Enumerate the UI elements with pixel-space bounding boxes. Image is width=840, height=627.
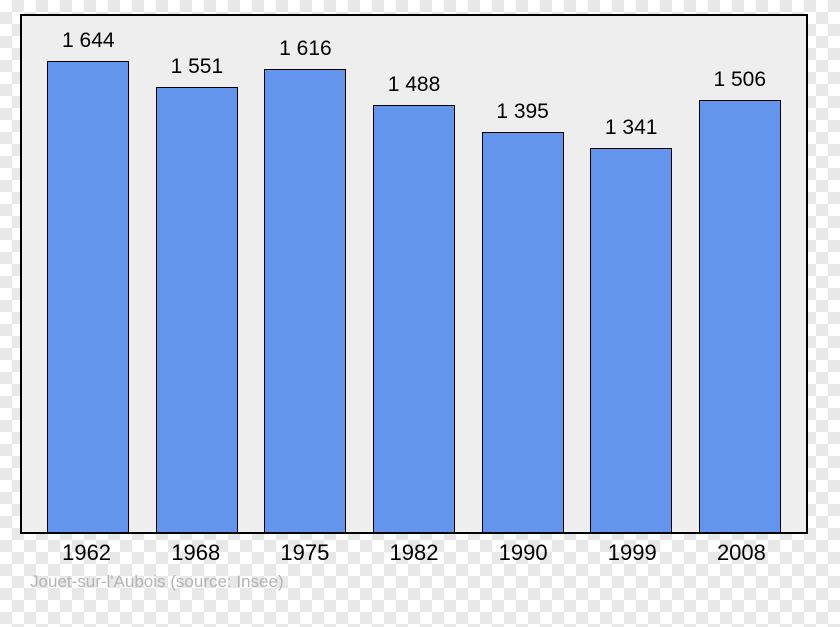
value-label: 1 644: [62, 29, 115, 53]
value-label: 1 551: [171, 55, 224, 79]
x-label: 2008: [687, 540, 796, 566]
bar-group: 1 395: [468, 16, 577, 532]
x-axis-labels: 1962 1968 1975 1982 1990 1999 2008: [20, 540, 808, 566]
value-label: 1 506: [713, 68, 766, 92]
bar-group: 1 506: [685, 16, 794, 532]
bar: [482, 132, 564, 532]
bar-group: 1 616: [251, 16, 360, 532]
bar-group: 1 488: [360, 16, 469, 532]
bar: [699, 100, 781, 532]
bar-group: 1 341: [577, 16, 686, 532]
x-label: 1982: [359, 540, 468, 566]
x-label: 1975: [250, 540, 359, 566]
value-label: 1 616: [279, 37, 332, 61]
source-attribution: Jouet-sur-l'Aubois (source: Insee): [30, 572, 284, 592]
value-label: 1 488: [388, 73, 441, 97]
x-label: 1990: [469, 540, 578, 566]
bar-group: 1 551: [143, 16, 252, 532]
chart-plot-area: 1 644 1 551 1 616 1 488 1 395 1 341 1 50…: [20, 14, 808, 534]
bar: [373, 105, 455, 532]
bar: [156, 87, 238, 532]
bar: [47, 61, 129, 532]
bar: [264, 69, 346, 532]
x-label: 1962: [32, 540, 141, 566]
value-label: 1 341: [605, 116, 658, 140]
bar-group: 1 644: [34, 16, 143, 532]
x-label: 1999: [578, 540, 687, 566]
bar: [590, 148, 672, 532]
value-label: 1 395: [496, 100, 549, 124]
x-label: 1968: [141, 540, 250, 566]
